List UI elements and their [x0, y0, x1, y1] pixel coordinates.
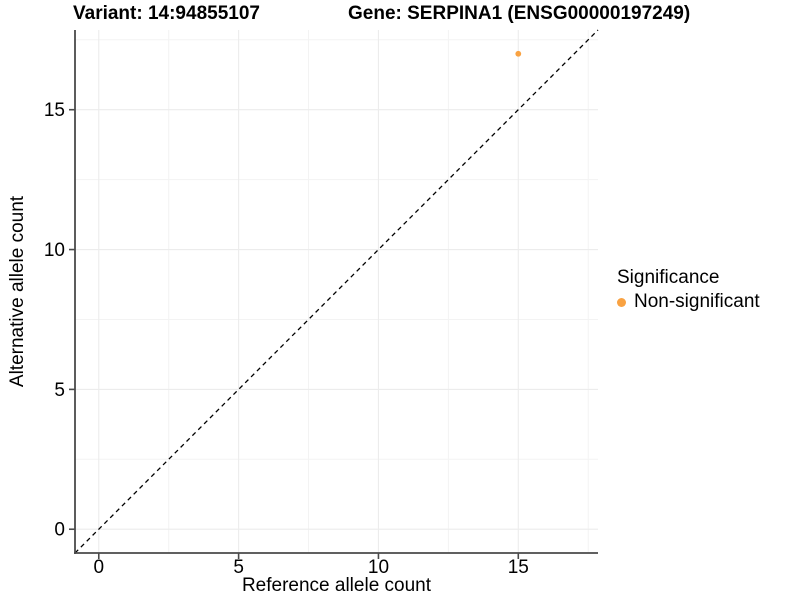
y-tick-label: 5	[54, 380, 65, 401]
identity-dashed-line	[74, 29, 599, 554]
legend-title: Significance	[617, 267, 720, 288]
plot-title-variant: Variant: 14:94855107	[73, 3, 260, 24]
x-tick-label: 5	[233, 557, 244, 578]
x-tick-label: 10	[368, 557, 389, 578]
x-tick-label: 0	[93, 557, 104, 578]
plot-title-gene: Gene: SERPINA1 (ENSG00000197249)	[348, 3, 691, 24]
y-tick-label: 15	[44, 100, 65, 121]
x-axis-label: Reference allele count	[241, 575, 432, 596]
y-tick-label: 10	[44, 240, 65, 261]
legend-item-non-significant: Non-significant	[617, 291, 760, 313]
y-tick-label: 0	[54, 520, 65, 541]
x-tick-label: 15	[508, 557, 529, 578]
legend-item-label: Non-significant	[634, 291, 760, 312]
legend: Significance Non-significant	[617, 267, 760, 313]
y-axis-label: Alternative allele count	[7, 195, 28, 388]
data-point	[515, 50, 522, 57]
legend-point-icon	[617, 297, 626, 307]
